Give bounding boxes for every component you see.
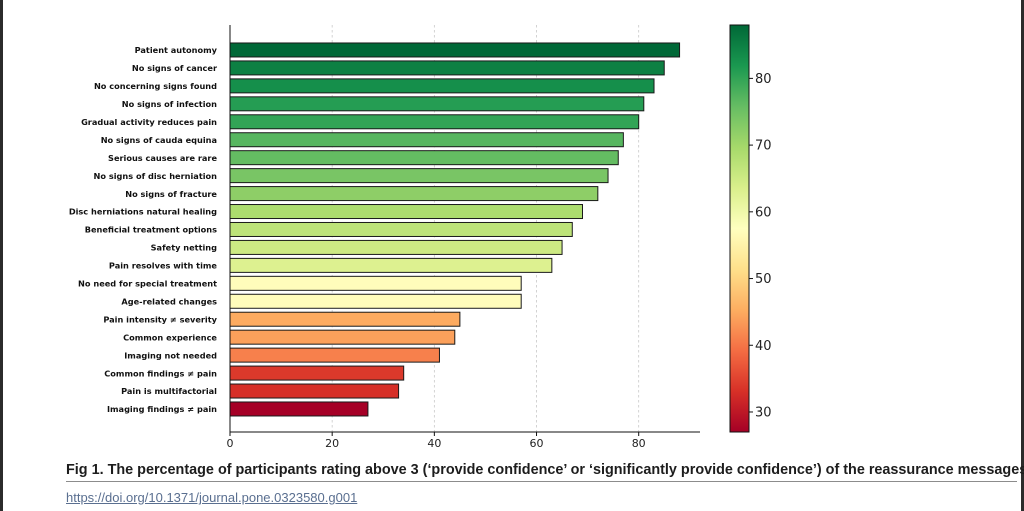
category-label: No signs of disc herniation: [94, 171, 218, 181]
colorbar-tick-label: 50: [755, 272, 772, 287]
bars: [229, 42, 681, 417]
bar: [229, 293, 522, 309]
x-tick-label: 20: [325, 437, 339, 450]
colorbar-tick-label: 30: [755, 405, 772, 420]
bar: [229, 78, 655, 94]
colorbar-tick-label: 70: [755, 139, 772, 154]
bar: [229, 168, 609, 184]
bar: [229, 42, 681, 58]
left-border: [0, 0, 3, 511]
category-label: Pain resolves with time: [109, 261, 218, 271]
bar: [229, 329, 456, 345]
category-label: Pain is multifactorial: [121, 386, 217, 396]
category-label: Common experience: [123, 332, 217, 342]
bar: [229, 365, 405, 381]
x-tick-label: 40: [427, 437, 441, 450]
bar: [229, 150, 619, 166]
doi-link[interactable]: https://doi.org/10.1371/journal.pone.032…: [66, 490, 358, 505]
colorbar-tick-label: 80: [755, 72, 772, 87]
colorbar: 30 40 50 60 70 80: [729, 24, 772, 433]
axes: 0 20 40 60 80: [227, 25, 700, 450]
bar: [229, 60, 665, 76]
bar: [229, 311, 461, 327]
bar: [229, 239, 563, 255]
category-label: Beneficial treatment options: [85, 225, 217, 235]
bar: [229, 275, 522, 291]
category-labels: Patient autonomy No signs of cancer No con…: [69, 45, 218, 414]
colorbar-tick-label: 60: [755, 205, 772, 220]
category-label: Gradual activity reduces pain: [81, 117, 217, 127]
bar: [229, 257, 553, 273]
category-label: No signs of infection: [122, 99, 217, 109]
bar: [229, 114, 640, 130]
category-label: Pain intensity ≠ severity: [103, 314, 217, 324]
category-label: No signs of fracture: [125, 189, 217, 199]
bar: [229, 401, 369, 417]
x-tick-label: 60: [530, 437, 544, 450]
right-border: [1021, 0, 1024, 511]
category-label: Imaging not needed: [124, 350, 217, 360]
category-label: Serious causes are rare: [108, 153, 217, 163]
category-label: Disc herniations natural healing: [69, 207, 217, 217]
figure-caption: Fig 1. The percentage of participants ra…: [66, 462, 1024, 478]
bar: [229, 96, 645, 112]
bar: [229, 204, 583, 220]
category-label: Age-related changes: [121, 296, 217, 306]
category-label: No need for special treatment: [78, 279, 217, 289]
x-tick-label: 0: [227, 437, 234, 450]
bar: [229, 347, 440, 363]
bar: [229, 132, 624, 148]
category-label: Imaging findings ≠ pain: [107, 404, 217, 414]
category-label: Safety netting: [151, 243, 217, 253]
colorbar-tick-label: 40: [755, 339, 772, 354]
bar-chart: Patient autonomy No signs of cancer No con…: [69, 24, 772, 450]
bar: [229, 383, 400, 399]
caption-divider: [66, 481, 1017, 482]
category-label: No signs of cancer: [132, 63, 218, 73]
x-tick-label: 80: [632, 437, 646, 450]
category-label: Patient autonomy: [135, 45, 218, 55]
bar: [229, 186, 599, 202]
category-label: No signs of cauda equina: [101, 135, 217, 145]
bar: [229, 221, 573, 237]
category-label: No concerning signs found: [94, 81, 217, 91]
colorbar-scale: [729, 24, 750, 433]
category-label: Common findings ≠ pain: [104, 368, 217, 378]
